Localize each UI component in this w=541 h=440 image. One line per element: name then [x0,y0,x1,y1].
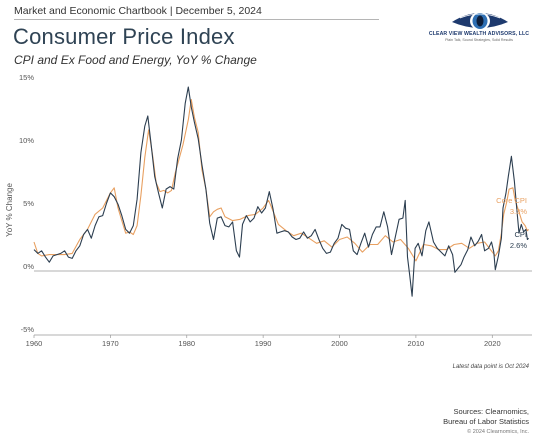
y-tick-label: -5% [21,325,35,334]
x-axis-ticks: 1960 1970 1980 1990 2000 2010 2020 [26,335,501,348]
series-line-core-cpi [33,99,530,262]
x-tick-label: 1960 [26,339,43,348]
series-lines [33,86,530,297]
publication-header: Market and Economic Chartbook | December… [14,5,262,17]
latest-data-footnote: Latest data point is Oct 2024 [452,364,529,370]
series-label-cpi: CPI [514,230,527,239]
y-axis-ticks: -5% 0% 5% 10% 15% [19,73,34,334]
chart-subtitle: CPI and Ex Food and Energy, YoY % Change [14,53,257,67]
series-label-core-cpi: Core CPI [496,196,527,205]
series-value-core-cpi: 3.3% [510,207,527,216]
x-tick-label: 2010 [408,339,425,348]
chart-title: Consumer Price Index [13,24,235,49]
x-tick-label: 1980 [178,339,195,348]
x-tick-label: 1990 [255,339,272,348]
y-tick-label: 5% [23,199,34,208]
y-tick-label: 15% [19,73,34,82]
sources-line-2: Bureau of Labor Statistics [443,417,529,426]
series-line-cpi [33,86,530,297]
y-tick-label: 10% [19,136,34,145]
logo-name: CLEAR VIEW WEALTH ADVISORS, LLC [428,31,530,37]
x-tick-label: 2000 [331,339,348,348]
gridlines [34,270,532,336]
sources-note: Sources: Clearnomics, Bureau of Labor St… [443,407,529,427]
sources-line-1: Sources: Clearnomics, [453,407,529,416]
copyright-note: © 2024 Clearnomics, Inc. [467,429,529,435]
x-tick-label: 1970 [102,339,119,348]
series-labels: Core CPI 3.3% CPI 2.6% [496,196,527,250]
y-tick-label: 0% [23,262,34,271]
header-divider [14,19,379,20]
y-axis-label: YoY % Change [5,183,14,237]
series-value-cpi: 2.6% [510,241,527,250]
logo-tagline: Plain Talk, Sound Strategies, Solid Resu… [445,38,513,42]
x-tick-label: 2020 [484,339,501,348]
eye-logo-icon [452,12,508,30]
